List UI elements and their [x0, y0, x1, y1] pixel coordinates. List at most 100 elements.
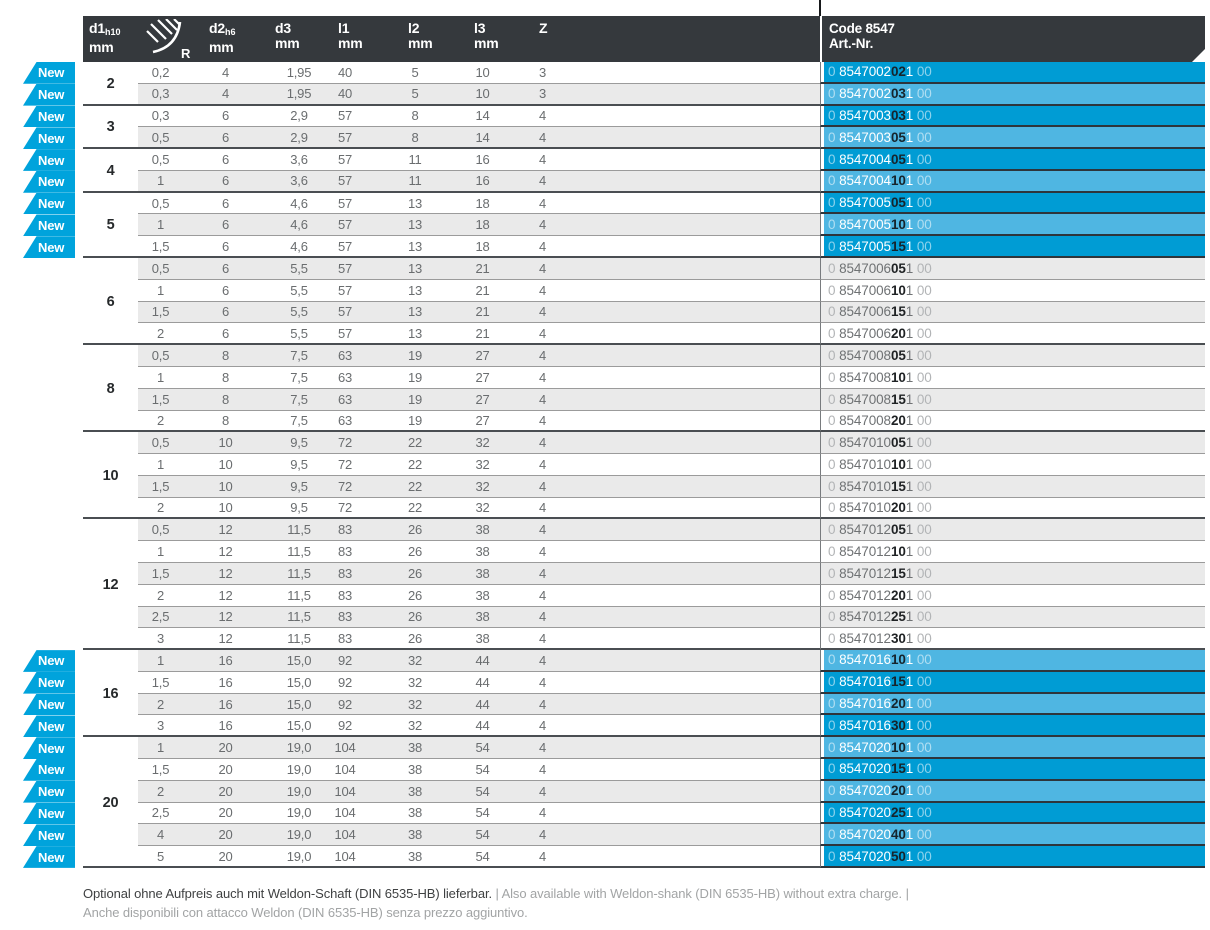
- d1-cell: [83, 454, 138, 476]
- value-r: 1,5: [151, 761, 170, 777]
- value-l1: 83: [337, 587, 353, 603]
- value-l3: 10: [475, 64, 490, 80]
- value-l3: 38: [475, 609, 490, 625]
- d1-cell: [83, 759, 138, 781]
- d1-cell: [83, 606, 138, 629]
- value-l1: 57: [337, 260, 353, 276]
- d1-cell: [83, 192, 138, 215]
- value-z: 4: [538, 630, 547, 646]
- value-l2: 38: [407, 761, 423, 777]
- value-r: 1: [156, 369, 165, 385]
- dimensions-cells: 0,5 6 2,9 57 8 14 4: [138, 127, 820, 150]
- article-number-cell: 0 8547008051 00: [820, 345, 1205, 367]
- new-badge: New: [23, 846, 75, 868]
- d1-cell: [83, 562, 138, 585]
- table-header: d1h10 mm R d2h6 mm d3 mm: [83, 16, 1205, 62]
- d1-cell: [83, 497, 138, 520]
- article-number: 0 8547020151 00: [828, 761, 932, 777]
- new-badge-slot: New: [23, 780, 75, 803]
- table-row: 1 6 5,5 57 13 21 4 0 8547006101 00: [83, 279, 1205, 302]
- new-badge-slot: [23, 258, 75, 280]
- value-l2: 8: [411, 129, 419, 145]
- column-header-l3: l3 mm: [474, 20, 499, 51]
- value-l3: 38: [475, 522, 490, 538]
- d1-cell: [83, 301, 138, 324]
- article-number: 0 8547016151 00: [828, 674, 932, 690]
- value-d2: 6: [221, 108, 230, 124]
- value-l3: 21: [475, 304, 490, 320]
- article-number-cell: 0 8547020401 00: [820, 824, 1205, 847]
- article-number: 0 8547020251 00: [828, 804, 932, 820]
- new-badge: New: [23, 824, 75, 847]
- table-row: 0,2 4 1,95 40 5 10 3 0 8547002021 00: [83, 62, 1205, 84]
- value-d3: 4,6: [290, 195, 308, 211]
- d1-group-label: 6: [106, 293, 115, 310]
- article-number-cell: 0 8547012251 00: [820, 606, 1205, 629]
- article-number: 0 8547008151 00: [828, 391, 932, 407]
- value-d2: 20: [218, 805, 233, 821]
- article-number: 0 8547003051 00: [828, 129, 932, 145]
- d1-cell: [83, 802, 138, 825]
- article-number: 0 8547010151 00: [828, 478, 932, 494]
- new-badge-slot: [23, 498, 75, 520]
- article-number-cell: 0 8547004051 00: [820, 149, 1205, 171]
- article-number: 0 8547012201 00: [828, 587, 932, 603]
- article-number: 0 8547004051 00: [828, 151, 932, 167]
- article-number: 0 8547016301 00: [828, 717, 932, 733]
- table-row: 2 20 19,0 104 38 54 4 0 8547020201 00: [83, 780, 1205, 803]
- article-number-cell: 0 8547016301 00: [820, 715, 1205, 738]
- value-l2: 11: [408, 152, 422, 168]
- table-row: 0,5 8 7,5 63 19 27 4 0 8547008051 00: [83, 345, 1205, 367]
- new-badge-slot: [23, 302, 75, 324]
- dimensions-cells: 0,3 4 1,95 40 5 10 3: [138, 83, 820, 106]
- value-d2: 6: [221, 282, 230, 298]
- new-badge: New: [23, 693, 75, 716]
- new-badge-slot: [23, 476, 75, 498]
- table-row: 3 12 11,5 83 26 38 4 0 8547012301 00: [83, 628, 1205, 651]
- dimensions-cells: 1 6 5,5 57 13 21 4: [138, 279, 820, 302]
- value-r: 0,5: [151, 195, 170, 211]
- value-d3: 5,5: [290, 304, 308, 320]
- new-badge-slot: [23, 541, 75, 563]
- article-number: 0 8547004101 00: [828, 173, 932, 189]
- dimensions-cells: 3 12 11,5 83 26 38 4: [138, 628, 820, 651]
- value-l3: 44: [475, 674, 490, 690]
- column-header-z: Z: [539, 20, 548, 36]
- value-d2: 6: [221, 129, 230, 145]
- value-z: 4: [538, 369, 547, 385]
- value-r: 1: [156, 740, 165, 756]
- value-z: 4: [538, 435, 547, 451]
- value-l2: 32: [407, 717, 423, 733]
- value-r: 0,5: [151, 348, 170, 364]
- value-r: 1: [156, 652, 165, 668]
- new-badge-slot: New: [23, 127, 75, 150]
- table-row: 1 6 3,6 57 11 16 4 0 8547004101 00: [83, 170, 1205, 193]
- value-d3: 7,5: [290, 412, 308, 428]
- value-d2: 6: [221, 195, 230, 211]
- d1-cell: [83, 584, 138, 607]
- value-z: 4: [538, 260, 547, 276]
- d1-cell: [83, 170, 138, 193]
- article-number: 0 8547002021 00: [828, 64, 932, 80]
- value-d3: 1,95: [286, 86, 312, 102]
- value-d2: 12: [218, 565, 233, 581]
- column-header-l2: l2 mm: [408, 20, 433, 51]
- value-l2: 26: [407, 544, 423, 560]
- value-d3: 15,0: [286, 674, 312, 690]
- dimensions-cells: 4 20 19,0 104 38 54 4: [138, 824, 820, 847]
- value-d2: 20: [218, 827, 233, 843]
- value-l1: 63: [337, 369, 353, 385]
- value-l2: 22: [407, 500, 423, 516]
- table-row: 0,3 4 1,95 40 5 10 3 0 8547002031 00: [83, 83, 1205, 106]
- footer-note: Optional ohne Aufpreis auch mit Weldon-S…: [83, 884, 1193, 922]
- article-number-cell: 0 8547005051 00: [820, 192, 1205, 215]
- article-number-cell: 0 8547006201 00: [820, 323, 1205, 346]
- table-row: 2 6 5,5 57 13 21 4 0 8547006201 00: [83, 323, 1205, 346]
- value-r: 0,2: [151, 64, 170, 80]
- new-badge-slot: [23, 367, 75, 389]
- d1-group-label: 16: [102, 685, 119, 702]
- table-row: 0,5 10 9,5 72 22 32 4 0 8547010051 00: [83, 432, 1205, 455]
- d1-cell: [83, 149, 138, 171]
- dimensions-cells: 5 20 19,0 104 38 54 4: [138, 846, 820, 868]
- table-row: 3 16 15,0 92 32 44 4 0 8547016301 00: [83, 715, 1205, 738]
